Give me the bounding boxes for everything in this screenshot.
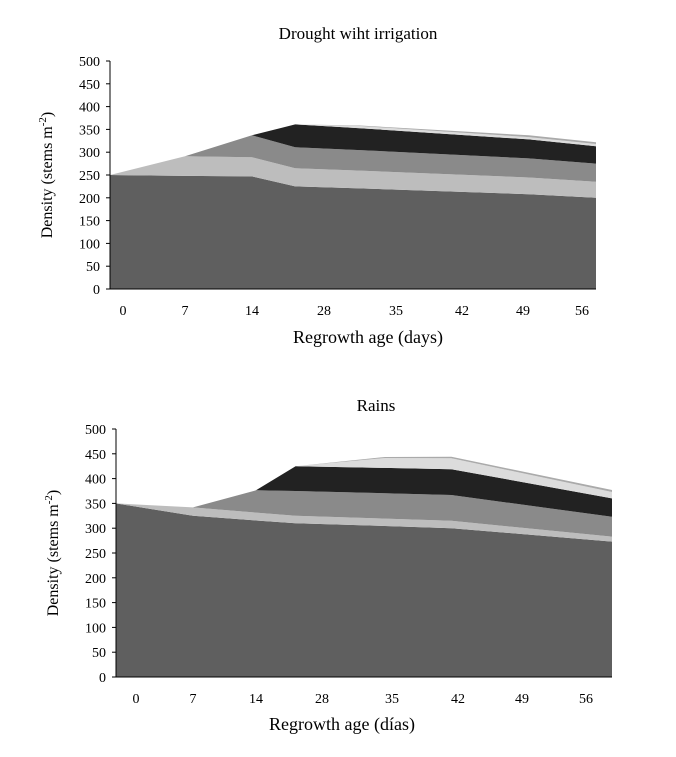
y-tick-label: 300 xyxy=(79,146,100,161)
y-tick-label: 0 xyxy=(99,671,106,686)
x-axis-label: Regrowth age (días) xyxy=(269,714,415,735)
x-tick-labels: 0 7 14 28 35 42 49 56 xyxy=(120,304,590,319)
chart-title: Rains xyxy=(357,396,396,415)
x-tick-label: 42 xyxy=(455,304,469,319)
y-tick-label: 400 xyxy=(79,101,100,116)
plot-axes xyxy=(112,428,612,678)
y-tick-label: 50 xyxy=(92,646,106,661)
area-series-3 xyxy=(116,490,612,537)
x-tick-label: 28 xyxy=(317,304,331,319)
area-series-2 xyxy=(110,156,596,198)
x-tick-label: 56 xyxy=(579,692,593,707)
y-axis-label-close: ) xyxy=(39,112,56,117)
plot-areas xyxy=(116,456,612,677)
y-tick-labels: 0 50 100 150 200 250 300 350 400 450 500 xyxy=(79,55,100,298)
area-series-4 xyxy=(110,124,596,175)
plot-areas xyxy=(110,124,596,289)
chart-title: Drought wiht irrigation xyxy=(279,24,438,43)
y-tick-label: 0 xyxy=(93,283,100,298)
y-tick-label: 150 xyxy=(79,215,100,230)
y-axis-label-sup: -2 xyxy=(37,117,49,126)
x-tick-label: 28 xyxy=(315,692,329,707)
x-tick-label: 0 xyxy=(133,692,140,707)
chart-rains: Rains 0 50 100 150 200 250 300 350 400 450 500 0 7 1… xyxy=(43,396,612,735)
y-tick-label: 350 xyxy=(85,497,106,512)
y-tick-label: 100 xyxy=(85,621,106,636)
y-axis-label: Density (stems m-2) xyxy=(37,112,56,239)
y-tick-label: 250 xyxy=(79,169,100,184)
y-tick-label: 100 xyxy=(79,237,100,252)
y-tick-label: 150 xyxy=(85,597,106,612)
x-tick-label: 14 xyxy=(245,304,259,319)
y-tick-label: 400 xyxy=(85,473,106,488)
y-axis-label-close: ) xyxy=(45,490,62,495)
area-series-1 xyxy=(116,503,612,677)
y-tick-label: 450 xyxy=(85,448,106,463)
x-tick-label: 49 xyxy=(516,304,530,319)
y-tick-labels: 0 50 100 150 200 250 300 350 400 450 500 xyxy=(85,423,106,686)
y-tick-label: 250 xyxy=(85,547,106,562)
y-tick-label: 350 xyxy=(79,123,100,138)
plot-axes xyxy=(106,60,596,290)
y-tick-label: 50 xyxy=(86,260,100,275)
x-tick-labels: 0 7 14 28 35 42 49 56 xyxy=(133,692,594,707)
y-tick-label: 300 xyxy=(85,522,106,537)
x-tick-label: 14 xyxy=(249,692,263,707)
y-axis-label-main: Density (stems m xyxy=(45,504,62,617)
y-tick-label: 200 xyxy=(79,192,100,207)
area-series-4 xyxy=(116,466,612,517)
area-series-2 xyxy=(116,503,612,542)
x-tick-label: 49 xyxy=(515,692,529,707)
area-series-1 xyxy=(110,175,596,289)
y-axis-label-sup: -2 xyxy=(43,495,55,504)
y-tick-label: 200 xyxy=(85,572,106,587)
chart-drought-irrigation: Drought wiht irrigation 0 50 100 150 200 250 3… xyxy=(37,24,596,348)
x-tick-label: 56 xyxy=(575,304,589,319)
area-series-3 xyxy=(110,135,596,182)
y-tick-label: 450 xyxy=(79,78,100,93)
x-axis-label: Regrowth age (days) xyxy=(293,327,443,348)
x-tick-label: 35 xyxy=(385,692,399,707)
x-tick-label: 0 xyxy=(120,304,127,319)
area-series-5 xyxy=(116,458,612,508)
x-tick-label: 35 xyxy=(389,304,403,319)
y-tick-label: 500 xyxy=(79,55,100,70)
y-axis-label-main: Density (stems m xyxy=(39,126,56,239)
x-tick-label: 7 xyxy=(182,304,189,319)
x-tick-label: 42 xyxy=(451,692,465,707)
y-tick-label: 500 xyxy=(85,423,106,438)
y-axis-label: Density (stems m-2) xyxy=(43,490,62,617)
x-tick-label: 7 xyxy=(190,692,197,707)
